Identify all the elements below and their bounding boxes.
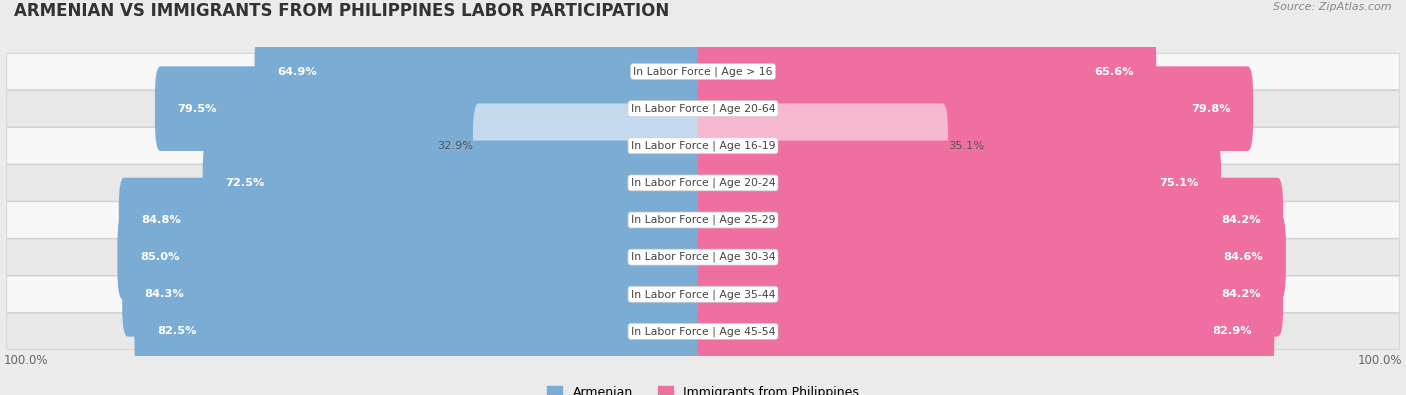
Text: ARMENIAN VS IMMIGRANTS FROM PHILIPPINES LABOR PARTICIPATION: ARMENIAN VS IMMIGRANTS FROM PHILIPPINES … — [14, 2, 669, 20]
Text: 79.8%: 79.8% — [1191, 103, 1230, 114]
FancyBboxPatch shape — [7, 202, 1399, 238]
Text: In Labor Force | Age 45-54: In Labor Force | Age 45-54 — [631, 326, 775, 337]
FancyBboxPatch shape — [697, 289, 1274, 374]
Text: In Labor Force | Age 30-34: In Labor Force | Age 30-34 — [631, 252, 775, 262]
FancyBboxPatch shape — [697, 178, 1284, 262]
Text: 82.5%: 82.5% — [157, 326, 197, 337]
Text: 84.8%: 84.8% — [141, 215, 181, 225]
Text: 79.5%: 79.5% — [177, 103, 217, 114]
Text: 84.2%: 84.2% — [1220, 215, 1261, 225]
FancyBboxPatch shape — [7, 53, 1399, 90]
Text: In Labor Force | Age 20-64: In Labor Force | Age 20-64 — [631, 103, 775, 114]
FancyBboxPatch shape — [697, 103, 948, 188]
Text: 100.0%: 100.0% — [3, 354, 48, 367]
FancyBboxPatch shape — [7, 90, 1399, 127]
FancyBboxPatch shape — [7, 276, 1399, 312]
FancyBboxPatch shape — [697, 215, 1286, 299]
Text: 65.6%: 65.6% — [1094, 66, 1133, 77]
Text: 75.1%: 75.1% — [1159, 178, 1198, 188]
Text: 64.9%: 64.9% — [277, 66, 316, 77]
Text: 72.5%: 72.5% — [225, 178, 264, 188]
Text: 85.0%: 85.0% — [141, 252, 180, 262]
Text: 84.3%: 84.3% — [145, 289, 184, 299]
FancyBboxPatch shape — [117, 215, 709, 299]
FancyBboxPatch shape — [697, 252, 1284, 337]
Text: In Labor Force | Age > 16: In Labor Force | Age > 16 — [633, 66, 773, 77]
FancyBboxPatch shape — [7, 313, 1399, 350]
FancyBboxPatch shape — [202, 141, 709, 225]
Text: In Labor Force | Age 20-24: In Labor Force | Age 20-24 — [631, 178, 775, 188]
FancyBboxPatch shape — [135, 289, 709, 374]
Text: 84.6%: 84.6% — [1223, 252, 1264, 262]
Text: 100.0%: 100.0% — [1358, 354, 1403, 367]
FancyBboxPatch shape — [697, 29, 1156, 114]
FancyBboxPatch shape — [118, 178, 709, 262]
Text: Source: ZipAtlas.com: Source: ZipAtlas.com — [1274, 2, 1392, 12]
FancyBboxPatch shape — [7, 239, 1399, 275]
Legend: Armenian, Immigrants from Philippines: Armenian, Immigrants from Philippines — [547, 386, 859, 395]
FancyBboxPatch shape — [122, 252, 709, 337]
Text: 32.9%: 32.9% — [437, 141, 472, 151]
Text: 84.2%: 84.2% — [1220, 289, 1261, 299]
FancyBboxPatch shape — [697, 141, 1220, 225]
FancyBboxPatch shape — [697, 66, 1253, 151]
FancyBboxPatch shape — [155, 66, 709, 151]
Text: In Labor Force | Age 16-19: In Labor Force | Age 16-19 — [631, 141, 775, 151]
Text: 82.9%: 82.9% — [1212, 326, 1251, 337]
Text: In Labor Force | Age 25-29: In Labor Force | Age 25-29 — [631, 215, 775, 225]
FancyBboxPatch shape — [7, 165, 1399, 201]
Text: 35.1%: 35.1% — [948, 141, 984, 151]
FancyBboxPatch shape — [254, 29, 709, 114]
Text: In Labor Force | Age 35-44: In Labor Force | Age 35-44 — [631, 289, 775, 299]
FancyBboxPatch shape — [7, 128, 1399, 164]
FancyBboxPatch shape — [472, 103, 709, 188]
